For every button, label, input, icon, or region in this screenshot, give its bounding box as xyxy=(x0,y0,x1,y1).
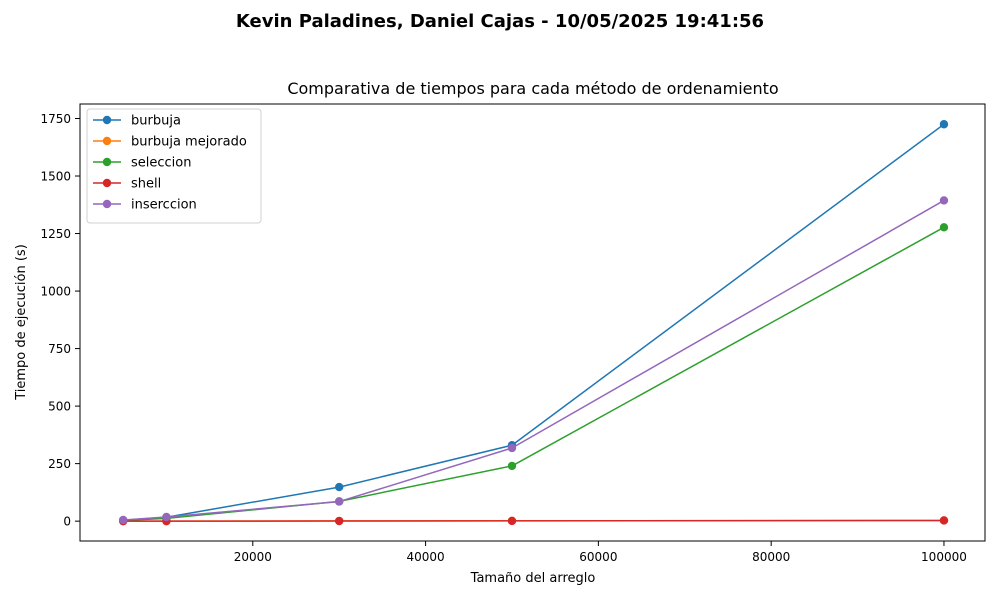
data-point-2-4 xyxy=(940,223,948,231)
legend-entry-1: burbuja mejorado xyxy=(131,135,247,150)
y-tick-label-1: 250 xyxy=(48,457,71,471)
y-tick-label-0: 0 xyxy=(63,515,71,529)
y-tick-label-4: 1000 xyxy=(40,285,71,299)
data-point-4-3 xyxy=(508,444,516,452)
legend: burbuja burbuja mejorado seleccion shell ins… xyxy=(87,109,261,223)
data-point-3-2 xyxy=(335,517,343,525)
x-axis-label: Tamaño del arreglo xyxy=(470,571,596,586)
x-tick-label-2: 60000 xyxy=(579,550,617,564)
y-tick-label-3: 750 xyxy=(48,342,71,356)
legend-entry-3: shell xyxy=(131,177,161,192)
legend-entry-4: inserccion xyxy=(131,198,197,213)
y-axis-label: Tiempo de ejecución (s) xyxy=(14,244,29,401)
data-point-3-3 xyxy=(508,517,516,525)
data-point-0-2 xyxy=(335,483,343,491)
data-point-4-2 xyxy=(335,497,343,505)
data-point-4-0 xyxy=(119,516,127,524)
y-tick-label-5: 1250 xyxy=(40,227,71,241)
chart-title: Comparativa de tiempos para cada método … xyxy=(287,79,778,98)
y-tick-label-2: 500 xyxy=(48,400,71,414)
data-point-4-1 xyxy=(162,513,170,521)
data-point-4-4 xyxy=(940,196,948,204)
legend-entry-2: seleccion xyxy=(131,156,191,171)
legend-entry-0: burbuja xyxy=(131,114,181,129)
x-tick-label-1: 40000 xyxy=(406,550,444,564)
x-tick-label-4: 100000 xyxy=(921,550,967,564)
legend-marker-1 xyxy=(103,137,111,145)
data-point-2-3 xyxy=(508,462,516,470)
legend-marker-2 xyxy=(103,158,111,166)
x-tick-label-3: 80000 xyxy=(752,550,790,564)
series-line-3 xyxy=(123,520,944,521)
data-point-0-4 xyxy=(940,120,948,128)
x-tick-label-0: 20000 xyxy=(234,550,272,564)
figure-suptitle: Kevin Paladines, Daniel Cajas - 10/05/20… xyxy=(236,11,764,32)
data-point-3-4 xyxy=(940,516,948,524)
y-tick-label-7: 1750 xyxy=(40,112,71,126)
y-tick-label-6: 1500 xyxy=(40,170,71,184)
legend-marker-0 xyxy=(103,116,111,124)
legend-marker-3 xyxy=(103,179,111,187)
legend-marker-4 xyxy=(103,200,111,208)
